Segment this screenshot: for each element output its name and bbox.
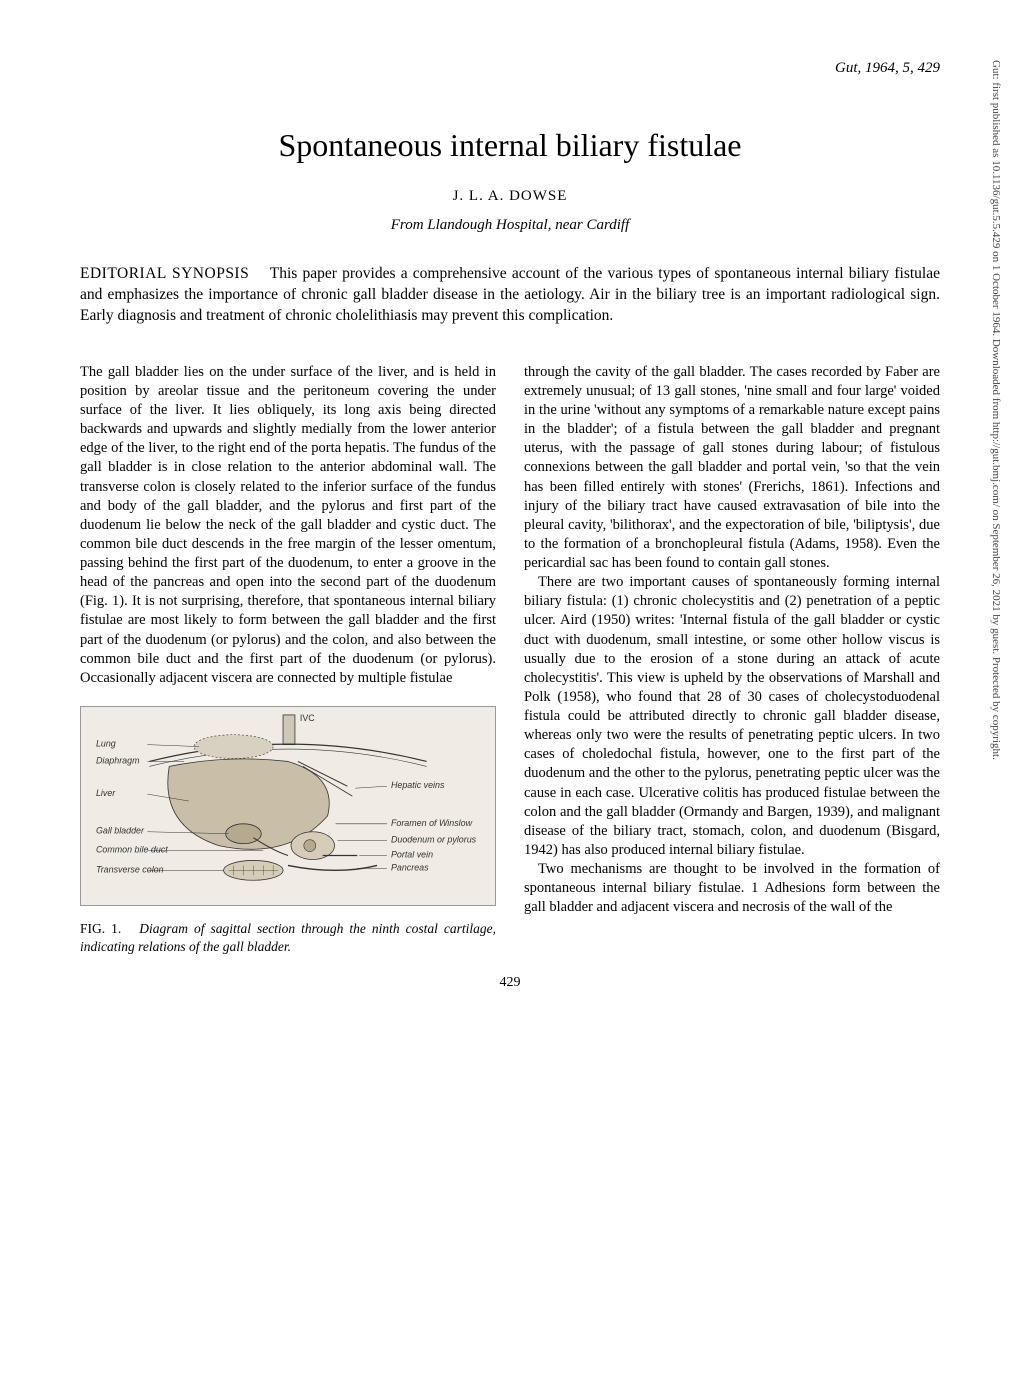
figure-label-lung: Lung <box>96 738 116 748</box>
download-sidebar-text: Gut: first published as 10.1136/gut.5.5.… <box>990 60 1002 1320</box>
anatomical-diagram-svg: IVC <box>80 706 496 906</box>
figure-label-ivc: IVC <box>300 713 315 723</box>
body-paragraph: through the cavity of the gall bladder. … <box>524 363 940 573</box>
figure-label-liver: Liver <box>96 788 116 798</box>
author-name: J. L. A. DOWSE <box>80 188 940 205</box>
article-title: Spontaneous internal biliary fistulae <box>80 127 940 164</box>
figure-label-diaphragm: Diaphragm <box>96 755 140 765</box>
figure-caption-label: FIG. 1. <box>80 921 121 936</box>
figure-label-portal-vein: Portal vein <box>391 849 433 859</box>
editorial-synopsis: EDITORIAL SYNOPSIS This paper provides a… <box>80 264 940 327</box>
figure-label-foramen-of-winslow: Foramen of Winslow <box>391 818 473 828</box>
synopsis-label: EDITORIAL SYNOPSIS <box>80 265 249 282</box>
journal-citation: Gut, 1964, 5, 429 <box>80 60 940 77</box>
figure-1: IVC <box>80 706 496 955</box>
figure-caption-text: Diagram of sagittal section through the … <box>80 921 496 954</box>
figure-label-transverse-colon: Transverse colon <box>96 864 164 874</box>
right-column: through the cavity of the gall bladder. … <box>524 363 940 965</box>
figure-label-pancreas: Pancreas <box>391 862 429 872</box>
body-paragraph: There are two important causes of sponta… <box>524 573 940 860</box>
left-column: The gall bladder lies on the under surfa… <box>80 363 496 965</box>
figure-label-duodenum-or-pylorus: Duodenum or pylorus <box>391 835 477 845</box>
author-affiliation: From Llandough Hospital, near Cardiff <box>80 217 940 234</box>
citation-text: Gut, 1964, 5, 429 <box>835 60 940 76</box>
body-paragraph: Two mechanisms are thought to be involve… <box>524 860 940 917</box>
figure-label-common-bile-duct: Common bile duct <box>96 844 168 854</box>
figure-label-gall-bladder: Gall bladder <box>96 826 145 836</box>
page-container: Gut, 1964, 5, 429 Spontaneous internal b… <box>0 0 1020 1031</box>
figure-label-hepatic-veins: Hepatic veins <box>391 780 445 790</box>
page-number: 429 <box>80 975 940 991</box>
body-columns: The gall bladder lies on the under surfa… <box>80 363 940 965</box>
body-paragraph: The gall bladder lies on the under surfa… <box>80 363 496 688</box>
figure-caption: FIG. 1. Diagram of sagittal section thro… <box>80 920 496 955</box>
